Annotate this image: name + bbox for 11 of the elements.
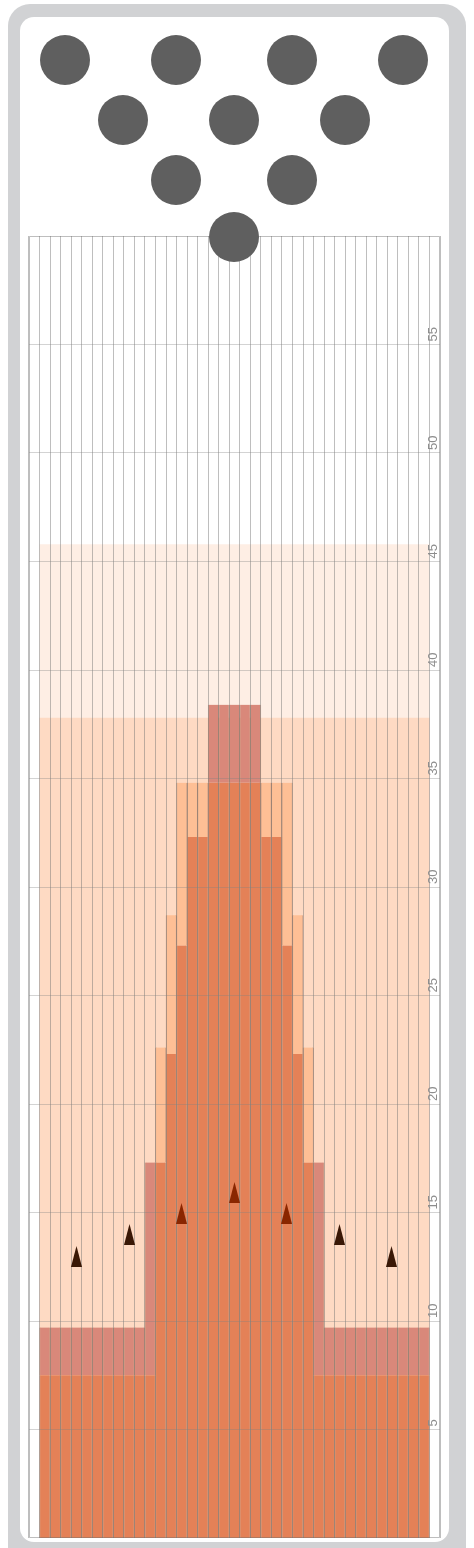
y-tick-label: 15 (425, 1195, 440, 1210)
y-tick-label: 30 (425, 869, 440, 884)
y-tick-label: 10 (425, 1303, 440, 1318)
y-tick-label: 35 (425, 761, 440, 776)
y-tick-label: 25 (425, 978, 440, 993)
y-tick-label: 50 (425, 435, 440, 450)
y-tick-label: 20 (425, 1086, 440, 1101)
y-tick-label: 55 (425, 327, 440, 342)
y-tick-label: 40 (425, 652, 440, 667)
y-tick-label: 45 (425, 544, 440, 559)
y-tick-label: 5 (425, 1419, 440, 1427)
